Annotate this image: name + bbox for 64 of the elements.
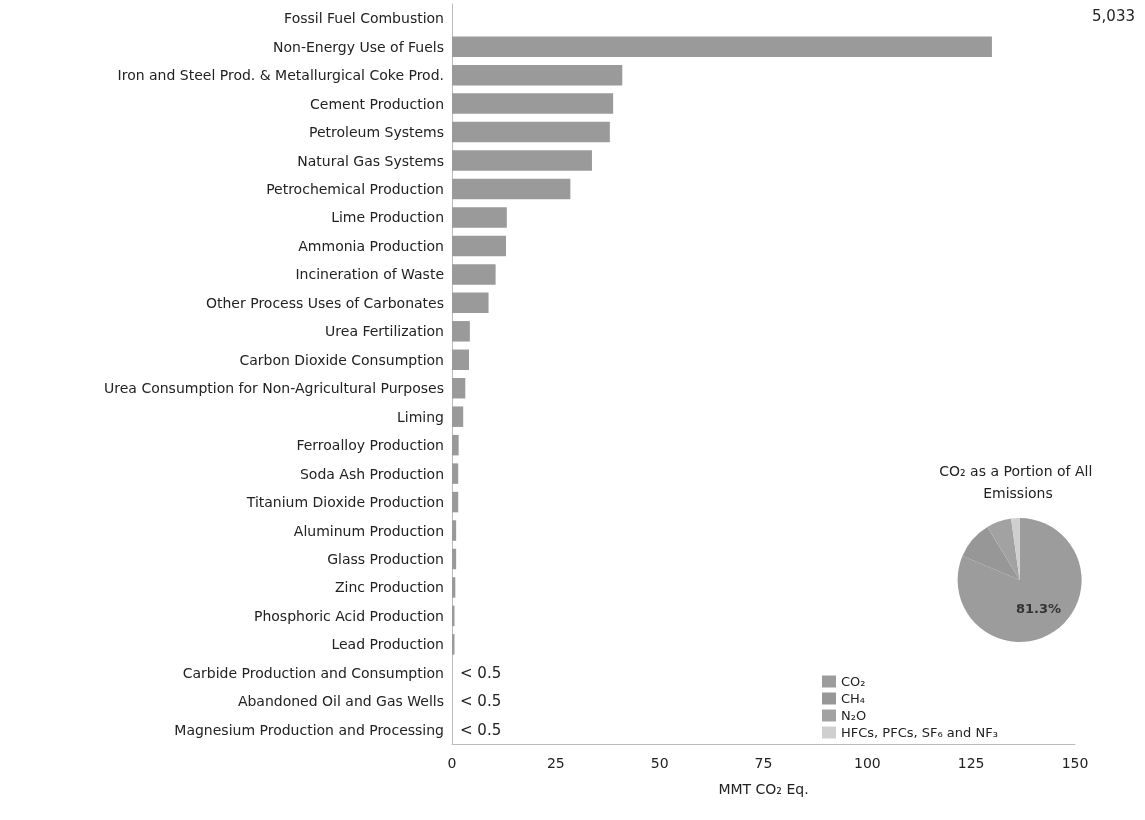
bar: [452, 577, 456, 598]
x-tick-label: 150: [1061, 755, 1089, 771]
y-tick-label: Ammonia Production: [298, 237, 444, 254]
x-tick-label: 125: [957, 755, 985, 771]
text: < 0.5: [460, 692, 502, 711]
text: < 0.5: [460, 663, 502, 682]
x-tick-label: 25: [546, 755, 565, 771]
y-tick-label: Natural Gas Systems: [297, 152, 444, 169]
legend-label: N₂O: [841, 708, 867, 723]
bar: [452, 321, 470, 342]
y-tick-label: Other Process Uses of Carbonates: [205, 294, 444, 311]
x-tick-label: 0: [447, 755, 457, 771]
y-tick-label: Soda Ash Production: [299, 465, 444, 482]
x-tick-label: 100: [853, 755, 881, 771]
x-axis-title: MMT CO₂ Eq.: [718, 781, 809, 797]
bar: [452, 520, 457, 541]
y-tick-label: Lime Production: [331, 209, 444, 226]
y-tick-label: Non-Energy Use of Fuels: [273, 38, 444, 55]
y-tick-label: Petroleum Systems: [308, 124, 444, 141]
bar: [452, 150, 592, 171]
bar: [452, 434, 459, 456]
bar: [452, 491, 459, 513]
x-tick-label: 50: [650, 755, 669, 771]
y-tick-label: Incineration of Waste: [295, 266, 444, 283]
bar: [452, 235, 506, 257]
bar: [452, 121, 610, 143]
bar: [452, 178, 571, 200]
y-tick-label: Liming: [397, 408, 444, 425]
y-tick-label: Phosphoric Acid Production: [253, 607, 444, 624]
y-tick-label: Iron and Steel Prod. & Metallurgical Coke Prod.: [117, 67, 444, 84]
x-tick-label: 75: [754, 755, 773, 771]
bar: [452, 64, 623, 86]
y-tick-label: Aluminum Production: [293, 522, 444, 539]
bar: [452, 463, 459, 484]
y-tick-label: Abandoned Oil and Gas Wells: [237, 693, 444, 710]
bar: [452, 349, 470, 371]
bar: [452, 292, 489, 314]
legend-label: CO₂: [841, 674, 866, 689]
data-label: 81.3%: [1015, 600, 1061, 616]
bar: [452, 377, 466, 399]
y-tick-label: Petrochemical Production: [266, 181, 444, 197]
y-tick-label: Cement Production: [310, 95, 444, 112]
y-tick-label: Titanium Dioxide Production: [245, 494, 444, 511]
y-tick-label: Urea Fertilization: [325, 323, 444, 340]
legend-label: CH₄: [841, 691, 866, 706]
y-tick-label: Zinc Production: [335, 579, 444, 596]
y-tick-label: Glass Production: [327, 551, 444, 567]
bar: [452, 93, 614, 114]
y-tick-label: Magnesium Production and Processing: [174, 721, 444, 738]
chart-title: CO₂ as a Portion of All Emissions: [939, 463, 1097, 501]
bar: [452, 207, 507, 228]
legend-label: HFCs, PFCs, SF₆ and NF₃: [841, 725, 998, 740]
y-tick-label: Urea Consumption for Non-Agricultural Purposes: [104, 380, 444, 397]
bar: [452, 548, 457, 570]
y-tick-label: Ferroalloy Production: [296, 437, 444, 454]
y-tick-label: Carbon Dioxide Consumption: [239, 351, 444, 368]
y-tick-label: Lead Production: [331, 636, 444, 653]
bar: [452, 36, 992, 57]
text: < 0.5: [460, 720, 502, 739]
y-tick-label: Carbide Production and Consumption: [182, 664, 444, 681]
bar: [452, 406, 464, 427]
y-tick-label: Fossil Fuel Combustion: [284, 10, 444, 27]
text: 5,033: [1092, 6, 1136, 25]
bar: [452, 264, 496, 285]
